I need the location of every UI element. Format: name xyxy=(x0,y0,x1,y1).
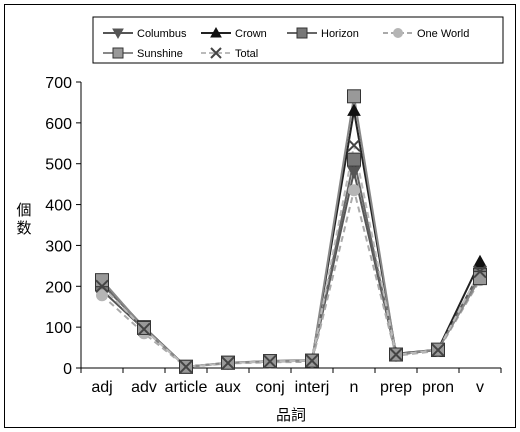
x-tick-label: conj xyxy=(255,379,284,396)
series-line-sunshine xyxy=(101,96,481,368)
y-axis-title-char: 個 xyxy=(16,202,31,219)
axes: 0 100 200 300 400 500 600 700 adj adv article aux co… xyxy=(45,75,502,396)
y-axis-title: 個数 xyxy=(16,202,31,237)
y-tick-label: 500 xyxy=(45,157,72,174)
series-line-total xyxy=(101,145,481,368)
legend-marker xyxy=(210,26,222,38)
data-point xyxy=(431,343,445,357)
series-markers xyxy=(95,89,487,374)
data-point xyxy=(95,273,109,288)
legend-label: One World xyxy=(417,28,469,40)
x-tick-label: aux xyxy=(215,379,241,396)
x-tick-label: v xyxy=(476,379,484,396)
series-line-columbus xyxy=(101,171,481,368)
legend-marker xyxy=(210,47,222,59)
data-point xyxy=(473,264,487,279)
legend-label: Sunshine xyxy=(137,48,183,60)
series-lines xyxy=(101,96,481,368)
series-line-horizon xyxy=(101,159,481,368)
x-tick-label: adv xyxy=(131,379,157,396)
y-tick-label: 0 xyxy=(63,361,72,378)
y-tick-label: 600 xyxy=(45,116,72,133)
y-tick-label: 100 xyxy=(45,320,72,337)
legend-marker xyxy=(393,28,403,38)
data-point xyxy=(221,356,235,370)
y-tick-label: 200 xyxy=(45,279,72,296)
data-point xyxy=(347,103,361,116)
data-point xyxy=(347,166,361,179)
data-point xyxy=(348,184,360,197)
x-tick-label: interj xyxy=(295,379,330,396)
line-chart: Columbus Crown Horizon One World Sunshine Tot… xyxy=(16,16,504,424)
y-tick-label: 400 xyxy=(45,198,72,215)
legend-marker xyxy=(112,28,124,40)
y-tick-label: 700 xyxy=(45,75,72,92)
legend-box xyxy=(92,16,504,64)
data-point xyxy=(305,353,319,368)
x-tick-label: pron xyxy=(422,379,454,396)
legend-label: Crown xyxy=(235,28,267,40)
legend-label: Total xyxy=(235,48,258,60)
data-point xyxy=(263,354,277,369)
data-point xyxy=(473,271,487,286)
data-point xyxy=(389,347,403,362)
series-line-crown xyxy=(101,110,481,368)
data-point xyxy=(95,279,109,293)
chart-frame: Columbus Crown Horizon One World Sunshine Tot… xyxy=(4,4,516,428)
x-tick-label: adj xyxy=(91,379,112,396)
y-tick-label: 300 xyxy=(45,238,72,255)
x-axis-title: 品詞 xyxy=(276,407,306,424)
legend-label: Columbus xyxy=(137,28,187,40)
data-point xyxy=(473,254,487,268)
data-point xyxy=(347,138,361,153)
legend: Columbus Crown Horizon One World Sunshine Tot… xyxy=(92,16,504,64)
x-tick-label: prep xyxy=(380,379,412,396)
x-tick-label: article xyxy=(165,379,208,396)
data-point xyxy=(347,152,361,167)
series-line-one-world xyxy=(101,190,481,368)
data-point xyxy=(137,322,151,336)
data-point xyxy=(96,289,108,302)
legend-marker xyxy=(112,47,124,59)
y-axis-title-char: 数 xyxy=(16,220,31,237)
data-point xyxy=(179,360,193,374)
legend-label: Horizon xyxy=(321,28,359,40)
x-tick-label: n xyxy=(350,379,359,396)
data-point xyxy=(347,89,361,104)
legend-marker xyxy=(296,27,308,39)
